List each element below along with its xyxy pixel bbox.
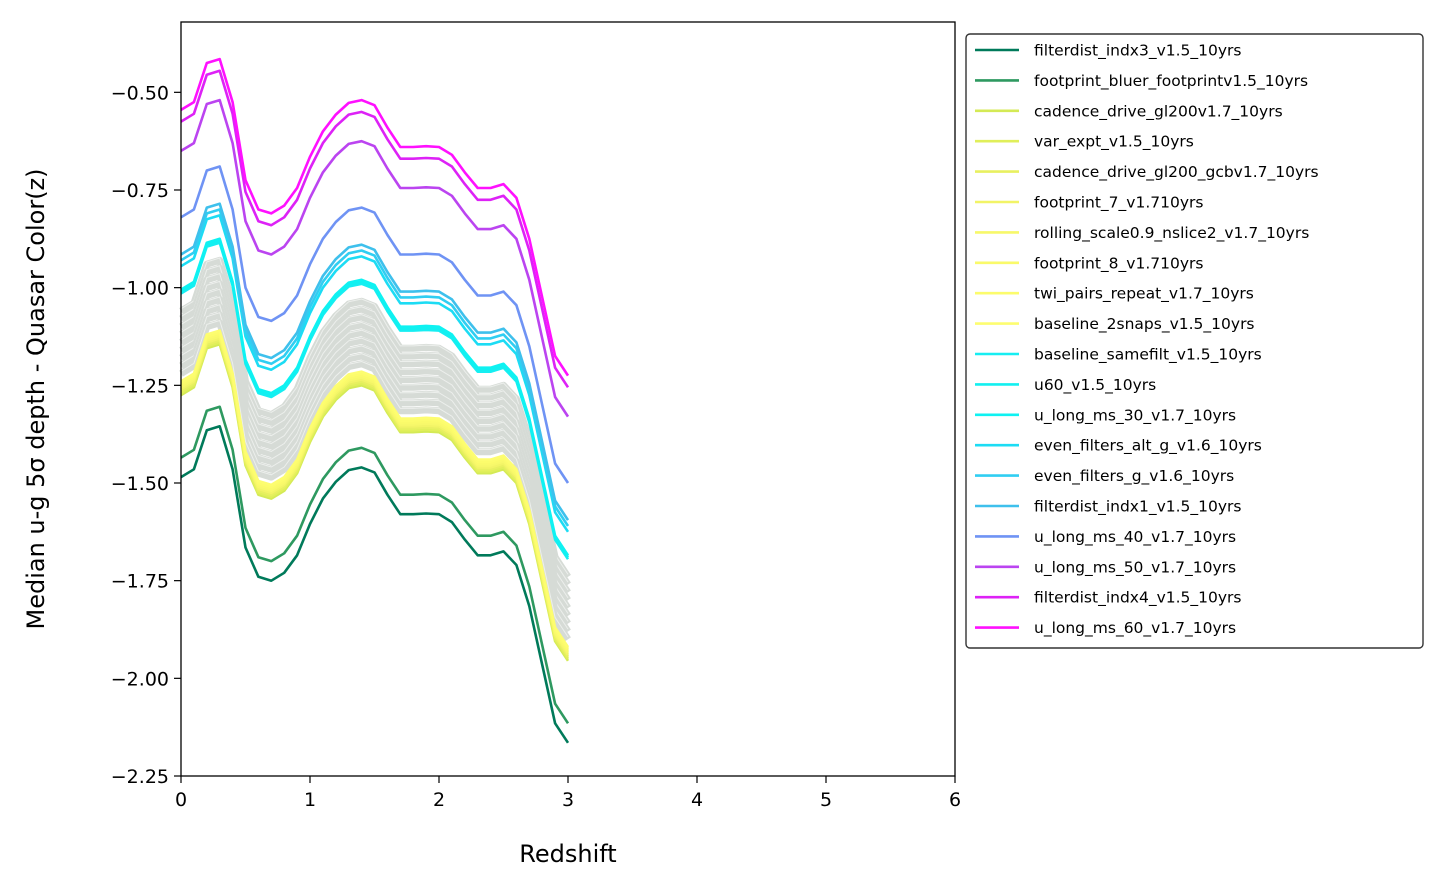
legend-label: u_long_ms_50_v1.7_10yrs [1034,558,1236,577]
y-tick-label: −0.50 [111,82,169,104]
legend-label: rolling_scale0.9_nslice2_v1.7_10yrs [1034,224,1309,243]
series-line [180,214,570,533]
background-series-highlight [180,319,569,638]
series-line [180,57,570,377]
legend-label: u_long_ms_60_v1.7_10yrs [1034,619,1236,638]
legend-label: u_long_ms_30_v1.7_10yrs [1034,406,1236,425]
y-tick-label: −1.25 [111,375,169,397]
legend-label: footprint_7_v1.710yrs [1034,194,1203,213]
series-group [180,57,570,744]
x-tick-label: 6 [949,789,961,811]
legend-frame [965,33,1424,649]
x-tick-label: 3 [562,789,574,811]
series-line [180,405,570,725]
x-tick-label: 4 [691,789,703,811]
legend: filterdist_indx3_v1.5_10yrs footprint_blu… [965,33,1424,649]
legend-label: var_expt_v1.5_10yrs [1034,133,1194,152]
legend-label: u_long_ms_40_v1.7_10yrs [1034,528,1236,547]
legend-label: baseline_samefilt_v1.5_10yrs [1034,346,1262,365]
y-tick-label: −1.50 [111,473,169,495]
series-line [180,69,570,389]
series-line [180,329,570,648]
y-axis-label: Median u-g 5σ depth - Quasar Color(z) [22,168,50,629]
legend-label: even_filters_g_v1.6_10yrs [1034,467,1234,486]
series-line [180,208,570,527]
series-line [180,424,570,744]
series-line [180,202,570,521]
background-series-group [179,256,571,642]
legend-label: filterdist_indx4_v1.5_10yrs [1034,589,1242,608]
legend-label: footprint_8_v1.710yrs [1034,254,1203,273]
series-line [180,165,570,484]
legend-label: even_filters_alt_g_v1.6_10yrs [1034,437,1262,456]
series-line [180,237,570,557]
legend-label: u60_v1.5_10yrs [1034,376,1156,395]
y-tick-label: −1.00 [111,278,169,300]
y-tick-label: −2.25 [111,766,169,788]
series-line [180,98,570,418]
x-tick-label: 2 [433,789,445,811]
x-axis: 0 1 2 3 4 5 6 [175,776,961,811]
legend-label: footprint_bluer_footprintv1.5_10yrs [1034,72,1308,91]
legend-label: cadence_drive_gl200v1.7_10yrs [1034,102,1283,121]
legend-label: twi_pairs_repeat_v1.7_10yrs [1034,285,1254,304]
x-axis-label: Redshift [519,840,616,868]
x-tick-label: 0 [175,789,187,811]
y-tick-label: −0.75 [111,180,169,202]
legend-label: baseline_2snaps_v1.5_10yrs [1034,315,1255,334]
legend-label: filterdist_indx1_v1.5_10yrs [1034,498,1242,517]
y-tick-label: −2.00 [111,668,169,690]
x-tick-label: 1 [304,789,316,811]
legend-label: filterdist_indx3_v1.5_10yrs [1034,42,1242,61]
legend-label: cadence_drive_gl200_gcbv1.7_10yrs [1034,163,1319,182]
y-axis: −2.25 −2.00 −1.75 −1.50 −1.25 −1.00 −0.75 −0.50 [111,82,181,788]
y-tick-label: −1.75 [111,571,169,593]
x-tick-label: 5 [820,789,832,811]
